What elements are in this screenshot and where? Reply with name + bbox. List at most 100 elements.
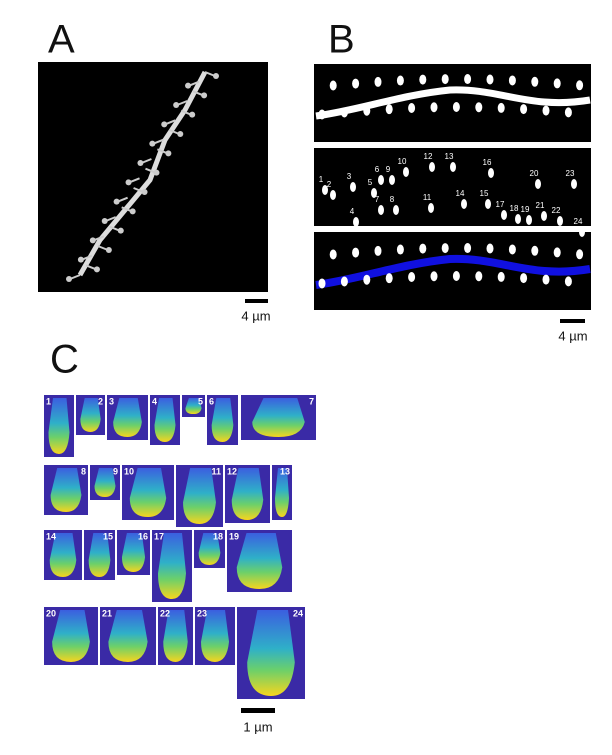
tile-label: 17 — [154, 531, 164, 541]
scale-label: 1 µm — [243, 719, 272, 734]
spine — [403, 167, 409, 177]
tile-label: 1 — [46, 396, 51, 406]
spine — [497, 102, 505, 113]
spine — [475, 102, 483, 113]
tile-label: 12 — [227, 466, 237, 476]
spine-shape — [108, 610, 148, 662]
tile-label: 15 — [103, 531, 113, 541]
tile-label: 9 — [113, 466, 118, 476]
spine — [508, 75, 516, 86]
spine-shape — [158, 533, 186, 599]
spine — [352, 78, 360, 89]
panel-label: A — [48, 18, 75, 62]
spine-head — [149, 140, 156, 147]
spine — [428, 203, 434, 213]
spine-label: 7 — [375, 195, 380, 204]
spine — [350, 182, 356, 192]
spine — [322, 185, 328, 195]
spine-label: 15 — [480, 189, 489, 198]
spine-head — [125, 179, 132, 186]
spine — [408, 103, 416, 114]
spine-head — [201, 92, 208, 99]
spine-label: 16 — [483, 158, 492, 167]
tile-label: 10 — [124, 466, 134, 476]
spine-head — [77, 256, 84, 263]
tile-label: 13 — [280, 466, 290, 476]
spine — [564, 276, 572, 287]
tile-label: 6 — [209, 396, 214, 406]
spine-shape — [275, 468, 289, 517]
tile-label: 21 — [102, 608, 112, 618]
spine — [531, 76, 539, 87]
spine-label: 18 — [510, 204, 519, 213]
spine — [363, 105, 371, 116]
spine-shape — [80, 398, 101, 432]
spine-shape — [50, 468, 82, 512]
spine-label: 2 — [327, 180, 332, 189]
spine-shape — [236, 533, 283, 589]
spine — [352, 247, 360, 258]
scale-bar — [560, 319, 585, 323]
spine-label: 5 — [368, 178, 373, 187]
spine-shape — [163, 610, 188, 662]
spine-head — [93, 266, 100, 273]
spine — [450, 162, 456, 172]
spine — [318, 109, 326, 120]
spine — [571, 179, 577, 189]
spine-shape — [154, 398, 176, 442]
tile-label: 2 — [98, 396, 103, 406]
tile-label: 11 — [211, 466, 221, 476]
scale-label: 4 µm — [241, 308, 270, 323]
spine — [363, 274, 371, 285]
spine-shape — [185, 398, 202, 414]
spine-label: 4 — [350, 207, 355, 216]
tile-label: 19 — [229, 531, 239, 541]
spine-head — [141, 189, 148, 195]
spine — [488, 168, 494, 178]
spine — [441, 74, 449, 85]
spine — [486, 243, 494, 254]
spine — [576, 249, 584, 260]
spine — [329, 249, 337, 260]
tile-label: 24 — [293, 608, 303, 618]
tile-label: 23 — [197, 608, 207, 618]
spine — [497, 271, 505, 282]
spine — [396, 75, 404, 86]
spine — [541, 211, 547, 221]
spine — [542, 105, 550, 116]
spine — [385, 273, 393, 284]
tile-label: 7 — [309, 396, 314, 406]
spine-head — [173, 102, 180, 108]
spine — [542, 274, 550, 285]
spine-shape — [88, 533, 111, 577]
spine-head — [177, 131, 184, 137]
spine-head — [161, 121, 168, 128]
spine — [340, 107, 348, 118]
dendrite — [315, 254, 591, 289]
spine — [371, 188, 377, 198]
spine-label: 20 — [530, 169, 539, 178]
spine — [485, 199, 491, 209]
spine-label: 24 — [574, 217, 583, 226]
tile-label: 8 — [81, 466, 86, 476]
spine — [579, 227, 585, 237]
spine — [508, 244, 516, 255]
scale-bar — [241, 708, 275, 713]
spine — [318, 278, 326, 289]
spine — [378, 175, 384, 185]
spine — [374, 245, 382, 256]
tile-label: 4 — [152, 396, 157, 406]
spine-label: 6 — [375, 165, 380, 174]
spine — [396, 244, 404, 255]
spine — [330, 190, 336, 200]
spine — [393, 205, 399, 215]
spine-head — [113, 198, 120, 205]
spine — [557, 216, 563, 226]
spine-label: 13 — [445, 152, 454, 161]
spine-shape — [94, 468, 116, 497]
spine-label: 8 — [390, 195, 395, 204]
spine-head — [137, 160, 144, 166]
spine-head — [105, 247, 112, 253]
spine-label: 23 — [566, 169, 575, 178]
